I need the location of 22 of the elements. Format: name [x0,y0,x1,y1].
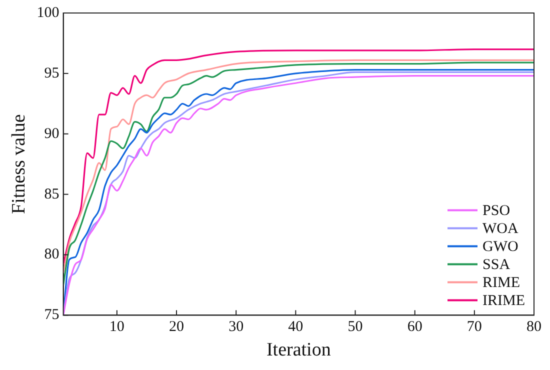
x-tick-label: 10 [109,319,124,336]
y-tick-label: 85 [44,186,60,202]
y-tick-label: 95 [44,65,60,82]
y-tick-label: 100 [36,4,60,21]
y-axis-title: Fitness value [8,114,30,214]
x-tick-label: 30 [228,319,244,336]
legend-label: PSO [482,203,510,220]
legend-label: RIME [482,275,520,292]
legend-label: WOA [482,221,518,238]
legend-label: GWO [482,239,518,256]
x-tick-label: 20 [169,319,184,336]
x-tick-label: 50 [348,319,363,336]
x-tick-label: 40 [288,319,304,336]
x-tick-label: 70 [466,319,482,336]
legend-label: IRIME [482,293,526,310]
x-tick-label: 60 [407,319,422,336]
y-tick-label: 90 [44,126,60,142]
x-axis-title: Iteration [266,340,332,361]
y-tick-label: 80 [44,246,60,263]
x-tick-label: 80 [526,319,542,336]
y-tick-label: 75 [44,307,60,324]
legend-label: SSA [482,257,510,274]
